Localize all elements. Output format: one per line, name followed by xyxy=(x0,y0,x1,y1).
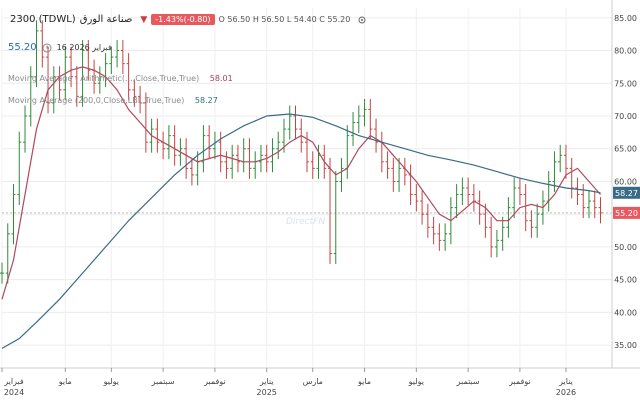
x-tick-label: مايو xyxy=(58,377,72,386)
indicator-label: Moving Average - Arithmetic(...,Close,Tr… xyxy=(8,74,200,83)
y-tick-label: 75.00 xyxy=(614,79,637,88)
series-line xyxy=(1,113,601,349)
company-name: صناعة الورق xyxy=(79,14,133,25)
x-tick-label: نوفمبر xyxy=(508,377,531,386)
indicator-value: 58.01 xyxy=(209,74,233,83)
ma200-price-tag xyxy=(613,186,640,199)
chart-grid xyxy=(1,8,612,368)
indicator-legend-ma[interactable]: Moving Average - Arithmetic(...,Close,Tr… xyxy=(8,74,233,83)
y-tick-label: 45.00 xyxy=(614,276,637,285)
x-tick-label: يوليو xyxy=(103,377,119,386)
indicator-value: 58.27 xyxy=(194,96,218,105)
gear-icon[interactable] xyxy=(357,15,367,25)
x-tick-label: سبتمبر xyxy=(151,377,175,386)
x-tick-label: سبتمبر xyxy=(456,377,480,386)
ohlc-readout: O 56.50 H 56.50 L 54.40 C 55.20 xyxy=(218,15,351,24)
x-tick-year: 2024 xyxy=(4,388,24,397)
series-line xyxy=(1,66,601,300)
x-tick-label: فبراير xyxy=(3,377,24,386)
y-tick-label: 70.00 xyxy=(614,112,637,121)
x-tick-year: 2025 xyxy=(257,388,277,397)
x-tick-label: يناير xyxy=(558,377,573,386)
y-tick-label: 60.00 xyxy=(614,177,637,186)
down-arrow-icon: ▼ xyxy=(140,14,148,25)
x-tick-year: 2026 xyxy=(556,388,576,397)
x-tick-label: يناير xyxy=(259,377,274,386)
price-tags: 58.27 55.20 xyxy=(613,186,640,219)
indicator-label: Moving Average (200,0,Close,LBL,True,Tru… xyxy=(8,96,185,105)
x-tick-label: نوفمبر xyxy=(203,377,226,386)
symbol-code: 2300 (TDWL) xyxy=(10,14,76,25)
y-tick-label: 80.00 xyxy=(614,47,637,56)
y-tick-label: 65.00 xyxy=(614,145,637,154)
x-tick-label: مارس xyxy=(303,377,323,386)
chart-header: 2300 (TDWL) صناعة الورق ▼ -1.43%(-0.80) … xyxy=(10,14,367,25)
watermark: DirectFN xyxy=(286,217,325,227)
change-badge: -1.43%(-0.80) xyxy=(151,14,215,25)
series-layer xyxy=(0,20,603,349)
price-tag-label: 55.20 xyxy=(615,209,638,218)
x-axis: فبراير 2024 مايو يوليو سبتمبر نوفمبر يناير 2025… xyxy=(0,367,640,397)
x-tick-label: مايو xyxy=(357,377,371,386)
clock-icon xyxy=(42,43,52,52)
price-tag-label: 58.27 xyxy=(615,189,638,198)
y-tick-label: 40.00 xyxy=(614,308,637,317)
y-tick-label: 50.00 xyxy=(614,243,637,252)
last-date: 16 فبراير 2026 xyxy=(56,43,112,52)
last-price: 55.20 xyxy=(8,42,37,53)
indicator-legend-ma200[interactable]: Moving Average (200,0,Close,LBL,True,Tru… xyxy=(8,96,218,105)
last-price-row: 55.20 16 فبراير 2026 xyxy=(8,42,112,53)
y-tick-label: 35.00 xyxy=(614,341,637,350)
y-axis: 85.0080.0075.0070.0065.0060.0055.0050.00… xyxy=(611,0,637,368)
y-tick-label: 85.00 xyxy=(614,14,637,23)
x-tick-label: يوليو xyxy=(408,377,424,386)
last-price-tag xyxy=(613,206,640,219)
